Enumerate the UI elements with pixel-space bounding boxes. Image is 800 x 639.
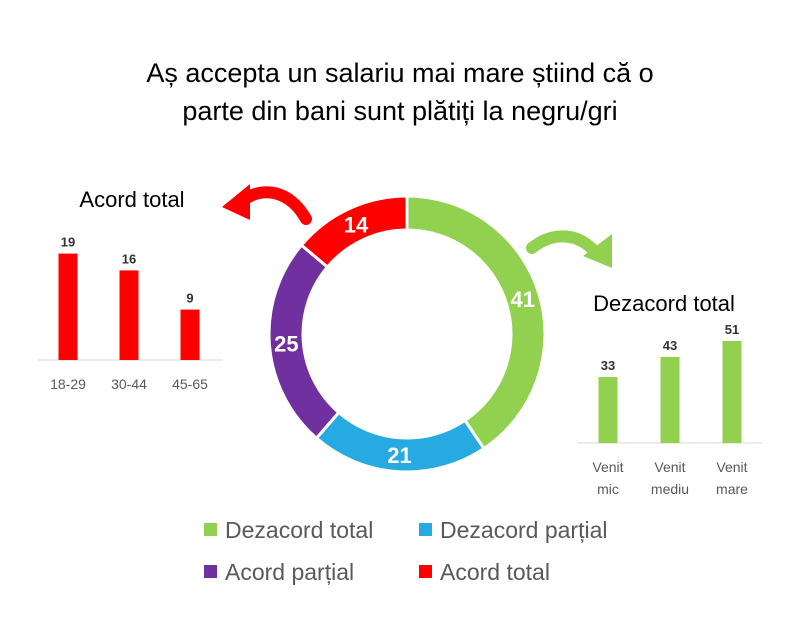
green-arrow-icon xyxy=(526,230,612,268)
dezacord-total-income-chart: Dezacord total 33 Venit mic 43 Venit mediu 51 V… xyxy=(577,291,762,497)
income-bar-1 xyxy=(598,377,618,443)
income-tick-3-2: mare xyxy=(716,481,748,497)
income-bar-label-1: 33 xyxy=(601,358,615,373)
title-line-1: Aș accepta un salariu mai mare știind că… xyxy=(146,58,653,88)
dezacord-total-subtitle: Dezacord total xyxy=(593,291,735,316)
legend-swatch-acord-total xyxy=(419,565,432,578)
title-line-2: parte din bani sunt plătiți la negru/gri xyxy=(182,96,617,126)
legend-label-acord-partial: Acord parțial xyxy=(225,559,354,585)
legend-label-dezacord-partial: Dezacord parțial xyxy=(440,517,607,543)
acord-total-subtitle: Acord total xyxy=(79,187,184,212)
donut-chart: 41 21 25 14 xyxy=(267,194,547,474)
age-bar-1 xyxy=(58,253,78,360)
donut-label-dezacord-total: 41 xyxy=(511,287,535,312)
income-bar-2 xyxy=(660,357,680,443)
legend-swatch-dezacord-partial xyxy=(419,523,432,536)
income-bar-label-3: 51 xyxy=(725,322,739,337)
donut-label-acord-total: 14 xyxy=(344,212,369,237)
acord-total-age-chart: Acord total 19 18-29 16 30-44 9 45-65 xyxy=(37,187,222,392)
legend: Dezacord total Dezacord parțial Acord parț… xyxy=(204,517,607,585)
age-bar-3 xyxy=(180,309,200,360)
income-bar-label-2: 43 xyxy=(663,338,677,353)
income-bar-3 xyxy=(722,341,742,443)
income-tick-1-2: mic xyxy=(597,481,619,497)
red-arrow-icon xyxy=(222,184,312,225)
age-bar-label-1: 19 xyxy=(61,235,75,250)
donut-label-acord-partial: 25 xyxy=(274,331,298,356)
age-bar-label-2: 16 xyxy=(122,251,136,266)
age-tick-1-1: 18-29 xyxy=(50,376,86,392)
legend-label-dezacord-total: Dezacord total xyxy=(225,517,373,543)
income-tick-2-2: mediu xyxy=(651,481,689,497)
age-tick-2-1: 30-44 xyxy=(111,376,147,392)
income-tick-1-1: Venit xyxy=(592,459,623,475)
age-bar-2 xyxy=(119,270,139,360)
income-tick-3-1: Venit xyxy=(716,459,747,475)
legend-label-acord-total: Acord total xyxy=(440,559,550,585)
age-bar-label-3: 9 xyxy=(186,291,193,306)
donut-slice-acord-total xyxy=(299,194,409,270)
income-tick-2-1: Venit xyxy=(654,459,685,475)
donut-slice-dezacord-total xyxy=(405,194,547,451)
donut-label-dezacord-partial: 21 xyxy=(387,443,411,468)
age-tick-3-1: 45-65 xyxy=(172,376,208,392)
legend-swatch-acord-partial xyxy=(204,565,217,578)
legend-swatch-dezacord-total xyxy=(204,523,217,536)
